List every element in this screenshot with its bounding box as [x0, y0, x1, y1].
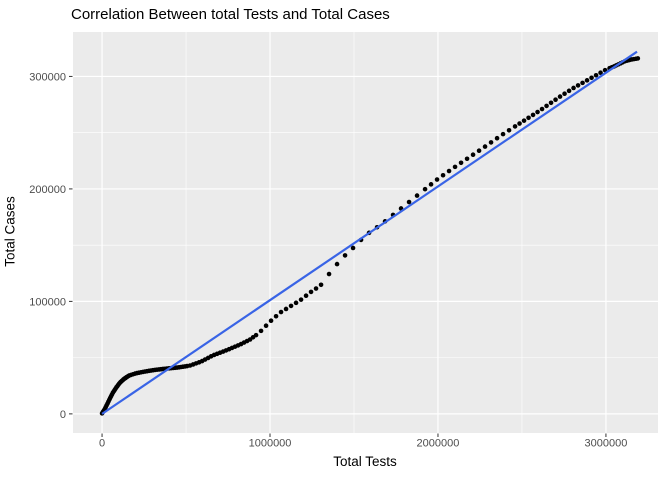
data-point: [422, 186, 428, 192]
data-point: [350, 245, 356, 251]
data-point: [452, 164, 458, 170]
data-point: [278, 309, 284, 315]
data-point: [535, 109, 540, 115]
data-point: [273, 313, 279, 319]
x-axis-title: Total Tests: [333, 454, 397, 469]
data-point: [428, 182, 434, 187]
data-point: [506, 127, 512, 133]
data-point: [458, 160, 464, 166]
data-point: [318, 282, 324, 288]
data-point: [303, 293, 309, 299]
data-point: [334, 261, 340, 267]
data-point: [593, 72, 599, 78]
x-tick-label: 3000000: [585, 438, 628, 450]
data-point: [298, 297, 304, 302]
data-point: [434, 177, 440, 182]
data-point: [476, 148, 482, 154]
data-point: [268, 318, 274, 324]
data-point: [283, 306, 289, 312]
data-point: [584, 78, 590, 83]
data-point: [414, 193, 420, 198]
data-point: [580, 80, 585, 86]
data-point: [288, 303, 294, 309]
data-point: [575, 83, 581, 88]
data-point: [488, 140, 494, 145]
data-point: [539, 106, 545, 112]
data-point: [544, 103, 549, 109]
data-point: [530, 112, 536, 118]
data-point: [263, 323, 269, 329]
data-point: [308, 289, 314, 295]
data-point: [635, 56, 641, 61]
data-point: [553, 97, 558, 102]
data-point: [566, 88, 572, 94]
regression-line: [101, 50, 638, 415]
y-tick-label: 0: [60, 409, 66, 421]
data-point: [482, 144, 488, 149]
data-point: [526, 115, 531, 121]
data-point: [571, 85, 576, 91]
data-point: [517, 121, 522, 126]
y-tick-label: 200000: [29, 184, 66, 196]
data-point: [598, 70, 603, 76]
data-point: [342, 253, 348, 258]
data-point: [406, 199, 412, 205]
data-point: [512, 124, 518, 129]
x-tick-label: 1000000: [249, 438, 292, 450]
data-point: [562, 91, 567, 97]
data-point: [470, 152, 476, 158]
y-axis-title: Total Cases: [2, 196, 18, 267]
data-point: [557, 94, 563, 99]
data-point: [548, 100, 554, 106]
data-point: [293, 300, 299, 306]
data-point: [326, 271, 332, 277]
x-tick-label: 0: [99, 438, 105, 450]
y-tick-label: 100000: [29, 296, 66, 308]
data-point: [521, 118, 527, 123]
data-point: [258, 328, 264, 334]
data-point: [464, 156, 470, 162]
chart-title: Correlation Between total Tests and Tota…: [71, 6, 390, 23]
data-point: [494, 135, 500, 141]
x-tick-label: 2000000: [417, 438, 460, 450]
data-point: [313, 286, 319, 291]
data-point: [589, 75, 594, 81]
data-point: [446, 168, 452, 174]
data-point: [500, 131, 506, 137]
data-point: [253, 332, 259, 338]
data-point: [440, 172, 446, 178]
y-tick-label: 300000: [29, 71, 66, 83]
